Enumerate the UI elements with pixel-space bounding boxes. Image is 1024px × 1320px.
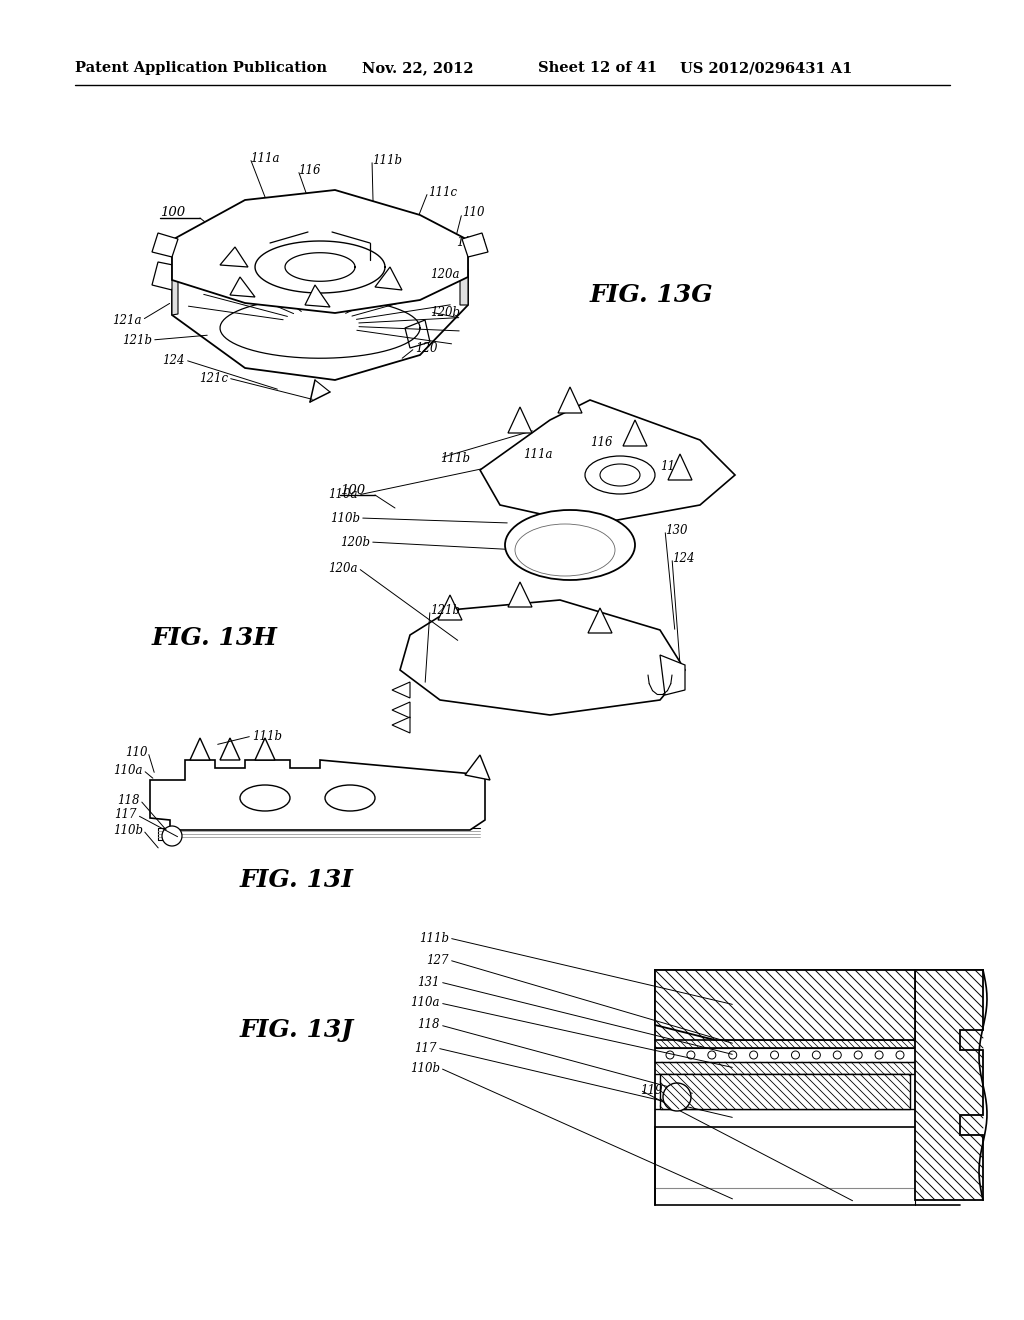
Polygon shape — [150, 760, 485, 830]
Text: 111b: 111b — [372, 153, 402, 166]
Polygon shape — [438, 595, 462, 620]
Text: 121b: 121b — [122, 334, 152, 346]
Polygon shape — [392, 717, 410, 733]
Polygon shape — [480, 400, 735, 525]
Text: 100: 100 — [160, 206, 185, 219]
Text: 124: 124 — [163, 354, 185, 367]
Text: 110b: 110b — [330, 511, 360, 524]
Polygon shape — [588, 609, 612, 634]
Text: 124: 124 — [672, 552, 694, 565]
Text: 119: 119 — [640, 1084, 663, 1097]
Text: 110: 110 — [660, 459, 683, 473]
Text: 110: 110 — [462, 206, 484, 219]
Polygon shape — [406, 319, 430, 348]
Text: 121b: 121b — [430, 603, 460, 616]
Ellipse shape — [600, 465, 640, 486]
Text: 117: 117 — [415, 1041, 437, 1055]
Polygon shape — [660, 655, 685, 696]
Polygon shape — [915, 970, 983, 1200]
Text: US 2012/0296431 A1: US 2012/0296431 A1 — [680, 61, 852, 75]
Text: FIG. 13I: FIG. 13I — [240, 869, 354, 892]
Polygon shape — [660, 1074, 910, 1109]
Text: 111b: 111b — [419, 932, 449, 945]
Text: 121c: 121c — [199, 371, 228, 384]
Polygon shape — [655, 970, 915, 1040]
Text: 120a: 120a — [430, 268, 460, 281]
Polygon shape — [172, 215, 468, 380]
Polygon shape — [508, 582, 532, 607]
Polygon shape — [375, 267, 402, 290]
Text: 117: 117 — [115, 808, 137, 821]
Ellipse shape — [505, 510, 635, 579]
Polygon shape — [558, 387, 582, 413]
Polygon shape — [460, 239, 468, 305]
Polygon shape — [392, 702, 410, 718]
Polygon shape — [220, 247, 248, 267]
Text: 111b: 111b — [440, 451, 470, 465]
Text: FIG. 13J: FIG. 13J — [240, 1018, 354, 1041]
Text: 110a: 110a — [329, 488, 358, 502]
Polygon shape — [392, 682, 410, 698]
Polygon shape — [508, 407, 532, 433]
Circle shape — [162, 826, 182, 846]
Polygon shape — [172, 239, 178, 315]
Polygon shape — [462, 234, 488, 257]
Text: 110a: 110a — [114, 763, 143, 776]
Polygon shape — [255, 738, 275, 760]
Text: 131: 131 — [418, 975, 440, 989]
Text: 120b: 120b — [430, 305, 460, 318]
Text: 121a: 121a — [113, 314, 142, 326]
Text: 118: 118 — [118, 793, 140, 807]
Polygon shape — [190, 738, 210, 760]
Polygon shape — [152, 234, 178, 257]
Polygon shape — [668, 454, 692, 480]
Text: 120b: 120b — [340, 536, 370, 549]
Text: 110: 110 — [126, 746, 148, 759]
Text: 100: 100 — [340, 483, 366, 496]
Ellipse shape — [325, 785, 375, 810]
Polygon shape — [623, 420, 647, 446]
Text: Patent Application Publication: Patent Application Publication — [75, 61, 327, 75]
Text: 110a: 110a — [456, 235, 485, 248]
Text: FIG. 13H: FIG. 13H — [152, 626, 278, 649]
Polygon shape — [152, 261, 178, 290]
Polygon shape — [220, 738, 240, 760]
Text: 110a: 110a — [411, 997, 440, 1010]
Text: 111c: 111c — [428, 186, 457, 198]
Text: 116: 116 — [590, 437, 612, 450]
Text: 130: 130 — [665, 524, 687, 536]
Polygon shape — [172, 190, 468, 313]
Circle shape — [663, 1082, 691, 1111]
Text: 116: 116 — [298, 164, 321, 177]
Polygon shape — [400, 601, 685, 715]
Text: Nov. 22, 2012: Nov. 22, 2012 — [362, 61, 474, 75]
Ellipse shape — [585, 455, 655, 494]
Text: 110b: 110b — [410, 1061, 440, 1074]
Text: 111a: 111a — [250, 152, 280, 165]
Polygon shape — [465, 755, 490, 780]
Text: FIG. 13G: FIG. 13G — [590, 282, 714, 308]
Text: 118: 118 — [418, 1019, 440, 1031]
Text: 111b: 111b — [252, 730, 282, 742]
Text: 127: 127 — [427, 953, 449, 966]
Text: 110b: 110b — [113, 824, 143, 837]
Polygon shape — [230, 277, 255, 297]
Text: 120: 120 — [415, 342, 437, 355]
Polygon shape — [305, 285, 330, 308]
Text: Sheet 12 of 41: Sheet 12 of 41 — [538, 61, 657, 75]
Text: 120a: 120a — [329, 561, 358, 574]
Ellipse shape — [240, 785, 290, 810]
Text: 111a: 111a — [523, 449, 553, 462]
